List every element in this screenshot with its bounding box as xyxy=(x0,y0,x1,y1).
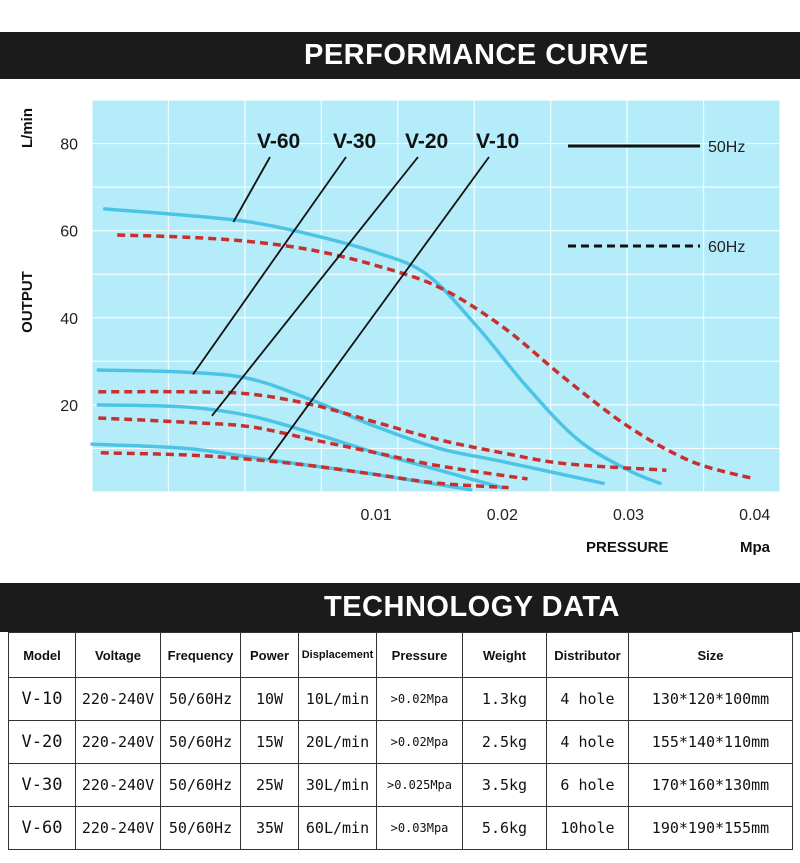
model-label-v-60: V-60 xyxy=(257,130,300,153)
cell-voltage: 220-240V xyxy=(75,677,161,721)
header-weight: Weight xyxy=(462,632,547,678)
curve-v-20-50hz xyxy=(96,403,505,490)
header-voltage: Voltage xyxy=(75,632,161,678)
curve-v-20-60hz xyxy=(98,416,528,481)
y-axis-title: OUTPUT xyxy=(19,271,36,333)
performance-curve-title: PERFORMANCE CURVE xyxy=(304,39,649,71)
x-tick-label: 0.03 xyxy=(613,507,644,524)
cell-displacement: 30L/min xyxy=(298,763,377,807)
cell-weight: 3.5kg xyxy=(462,763,547,807)
y-axis-unit: L/min xyxy=(19,108,36,148)
cell-model: V-60 xyxy=(8,806,76,850)
cell-pressure: >0.025Mpa xyxy=(376,763,463,807)
cell-displacement: 20L/min xyxy=(298,720,377,764)
cell-pressure: >0.02Mpa xyxy=(376,720,463,764)
cell-size: 170*160*130mm xyxy=(628,763,793,807)
table-row: V-20 220-240V 50/60Hz 15W 20L/min >0.02M… xyxy=(8,720,793,764)
model-label-v-10: V-10 xyxy=(476,130,519,153)
cell-weight: 5.6kg xyxy=(462,806,547,850)
header-frequency: Frequency xyxy=(160,632,241,678)
cell-displacement: 60L/min xyxy=(298,806,377,850)
table-header-row: Model Voltage Frequency Power Displaceme… xyxy=(8,632,793,678)
cell-frequency: 50/60Hz xyxy=(160,806,241,850)
x-axis-unit: Mpa xyxy=(740,539,771,556)
cell-power: 10W xyxy=(240,677,299,721)
table-row: V-10 220-240V 50/60Hz 10W 10L/min >0.02M… xyxy=(8,677,793,721)
cell-weight: 1.3kg xyxy=(462,677,547,721)
cell-frequency: 50/60Hz xyxy=(160,677,241,721)
y-tick-label: 60 xyxy=(60,224,78,241)
cell-size: 130*120*100mm xyxy=(628,677,793,721)
cell-distributor: 4 hole xyxy=(546,677,629,721)
cell-voltage: 220-240V xyxy=(75,763,161,807)
curve-v-10-60hz xyxy=(100,451,509,490)
table-row: V-30 220-240V 50/60Hz 25W 30L/min >0.025… xyxy=(8,763,793,807)
y-tick-label: 20 xyxy=(60,398,78,415)
cell-distributor: 10hole xyxy=(546,806,629,850)
cell-model: V-10 xyxy=(8,677,76,721)
header-model: Model xyxy=(8,632,76,678)
header-power: Power xyxy=(240,632,299,678)
header-size: Size xyxy=(628,632,793,678)
cell-weight: 2.5kg xyxy=(462,720,547,764)
curve-v-60-60hz xyxy=(117,233,756,481)
performance-chart: 20 40 60 80 0.01 0.02 0.03 0.04 V-60 V-30 V-20 V-10… xyxy=(19,99,781,556)
curve-v-60-50hz xyxy=(102,207,662,486)
model-label-v-30: V-30 xyxy=(333,130,376,153)
cell-distributor: 6 hole xyxy=(546,763,629,807)
cell-frequency: 50/60Hz xyxy=(160,720,241,764)
header-displacement: Displacement xyxy=(298,632,377,678)
cell-pressure: >0.02Mpa xyxy=(376,677,463,721)
cell-displacement: 10L/min xyxy=(298,677,377,721)
cell-power: 35W xyxy=(240,806,299,850)
technology-data-title: TECHNOLOGY DATA xyxy=(324,591,620,623)
pointer-line xyxy=(211,156,419,417)
header-distributor: Distributor xyxy=(546,632,629,678)
cell-model: V-20 xyxy=(8,720,76,764)
legend-label-60hz: 60Hz xyxy=(708,239,745,256)
cell-frequency: 50/60Hz xyxy=(160,763,241,807)
curve-v-30-50hz xyxy=(96,368,606,486)
y-tick-label: 80 xyxy=(60,137,78,154)
header-pressure: Pressure xyxy=(376,632,463,678)
table-row: V-60 220-240V 50/60Hz 35W 60L/min >0.03M… xyxy=(8,806,793,850)
x-tick-label: 0.01 xyxy=(360,507,391,524)
plot-background xyxy=(92,100,780,492)
legend-label-50hz: 50Hz xyxy=(708,139,745,156)
performance-curve-banner: PERFORMANCE CURVE xyxy=(0,32,800,79)
pointer-line xyxy=(232,156,271,223)
cell-size: 190*190*155mm xyxy=(628,806,793,850)
cell-power: 15W xyxy=(240,720,299,764)
cell-voltage: 220-240V xyxy=(75,806,161,850)
x-tick-label: 0.04 xyxy=(739,507,770,524)
y-tick-label: 40 xyxy=(60,311,78,328)
curve-v-30-60hz xyxy=(98,389,667,472)
x-tick-label: 0.02 xyxy=(487,507,518,524)
cell-size: 155*140*110mm xyxy=(628,720,793,764)
curve-v-10-50hz xyxy=(90,442,473,492)
cell-voltage: 220-240V xyxy=(75,720,161,764)
cell-distributor: 4 hole xyxy=(546,720,629,764)
cell-power: 25W xyxy=(240,763,299,807)
pointer-line xyxy=(268,156,490,460)
cell-pressure: >0.03Mpa xyxy=(376,806,463,850)
x-axis-title: PRESSURE xyxy=(586,539,669,556)
cell-model: V-30 xyxy=(8,763,76,807)
model-label-v-20: V-20 xyxy=(405,130,448,153)
technology-data-banner: TECHNOLOGY DATA xyxy=(0,583,800,632)
pointer-line xyxy=(192,156,347,375)
technology-data-table: Model Voltage Frequency Power Displaceme… xyxy=(8,632,793,850)
